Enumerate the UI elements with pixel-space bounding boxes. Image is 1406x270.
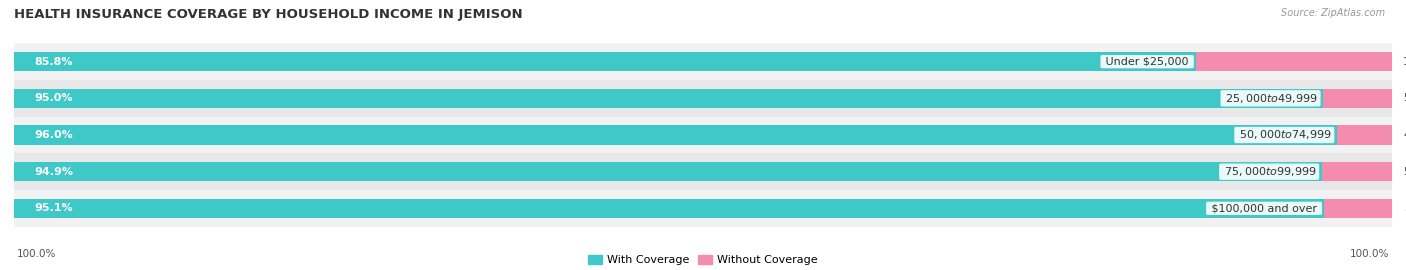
Bar [14,117,1392,153]
Text: 5.1%: 5.1% [1403,167,1406,177]
Text: 100.0%: 100.0% [1350,249,1389,259]
Text: 4.0%: 4.0% [1403,130,1406,140]
Text: $50,000 to $74,999: $50,000 to $74,999 [1236,129,1333,141]
Bar [14,80,1392,117]
Text: 5.0%: 5.0% [1403,93,1406,103]
Legend: With Coverage, Without Coverage: With Coverage, Without Coverage [583,250,823,269]
Text: 5.0%: 5.0% [1405,203,1406,213]
Text: 100.0%: 100.0% [17,249,56,259]
Text: $100,000 and over: $100,000 and over [1208,203,1320,213]
Bar [1324,199,1393,218]
Text: 14.2%: 14.2% [1403,57,1406,67]
Bar [14,153,1392,190]
Text: 85.8%: 85.8% [35,57,73,67]
Bar [1337,126,1392,144]
Bar [1322,162,1392,181]
Text: $75,000 to $99,999: $75,000 to $99,999 [1220,165,1317,178]
Bar [14,190,1392,227]
Text: Source: ZipAtlas.com: Source: ZipAtlas.com [1281,8,1385,18]
Text: 95.1%: 95.1% [35,203,73,213]
Text: Under $25,000: Under $25,000 [1102,57,1192,67]
Text: 96.0%: 96.0% [35,130,73,140]
Bar [14,52,1197,71]
Bar [14,162,1322,181]
Text: 94.9%: 94.9% [35,167,73,177]
Text: $25,000 to $49,999: $25,000 to $49,999 [1222,92,1319,105]
Text: 95.0%: 95.0% [35,93,73,103]
Bar [1323,89,1392,108]
Bar [14,43,1392,80]
Bar [14,199,1324,218]
Text: HEALTH INSURANCE COVERAGE BY HOUSEHOLD INCOME IN JEMISON: HEALTH INSURANCE COVERAGE BY HOUSEHOLD I… [14,8,523,21]
Bar [14,89,1323,108]
Bar [14,126,1337,144]
Bar [1197,52,1392,71]
